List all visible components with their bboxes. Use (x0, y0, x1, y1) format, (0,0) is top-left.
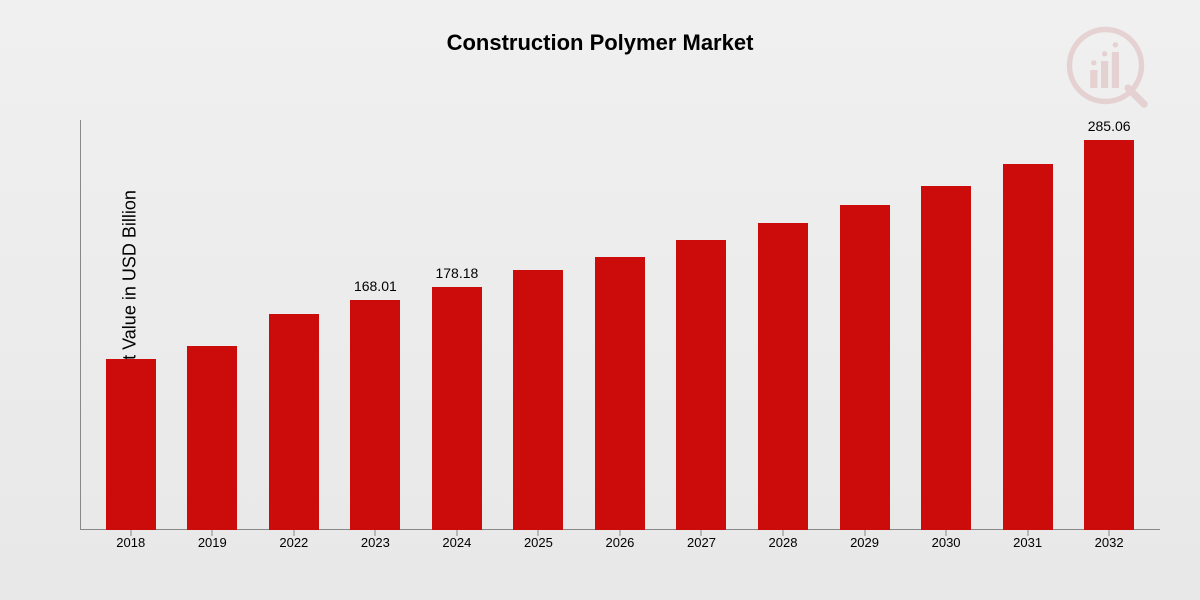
bar-slot (987, 120, 1069, 530)
x-axis-tick-label: 2024 (416, 535, 498, 550)
x-axis-tick-label: 2027 (661, 535, 743, 550)
x-axis-tick-label: 2030 (905, 535, 987, 550)
x-axis-tick-label: 2025 (498, 535, 580, 550)
bar (106, 359, 156, 530)
bar-slot (498, 120, 580, 530)
bar (840, 205, 890, 530)
bar (187, 346, 237, 531)
bar-slot (90, 120, 172, 530)
bar (269, 314, 319, 530)
bar-value-label: 168.01 (354, 278, 397, 294)
x-axis-tick-label: 2022 (253, 535, 335, 550)
bar-slot (661, 120, 743, 530)
x-axis-tick-label: 2028 (742, 535, 824, 550)
bars-container: 168.01 178.18 285.06 (80, 120, 1160, 530)
bar: 168.01 (350, 300, 400, 530)
bar (676, 240, 726, 530)
bar-value-label: 178.18 (435, 265, 478, 281)
bar-slot: 168.01 (335, 120, 417, 530)
watermark-logo (1065, 25, 1155, 115)
bar-slot: 285.06 (1068, 120, 1150, 530)
x-axis-tick-label: 2026 (579, 535, 661, 550)
bar-slot (172, 120, 254, 530)
x-axis-tick-label: 2019 (172, 535, 254, 550)
bar-slot (905, 120, 987, 530)
bar-slot (579, 120, 661, 530)
bar-slot (742, 120, 824, 530)
bar-value-label: 285.06 (1088, 118, 1131, 134)
bar-slot: 178.18 (416, 120, 498, 530)
x-axis-tick-label: 2031 (987, 535, 1069, 550)
x-axis-tick-label: 2018 (90, 535, 172, 550)
bar-slot (253, 120, 335, 530)
x-axis-tick-label: 2029 (824, 535, 906, 550)
bar (1003, 164, 1053, 530)
x-labels-container: 2018201920222023202420252026202720282029… (80, 535, 1160, 550)
chart-title: Construction Polymer Market (0, 30, 1200, 56)
x-axis-tick-label: 2023 (335, 535, 417, 550)
x-axis-tick-label: 2032 (1068, 535, 1150, 550)
bar (921, 186, 971, 530)
bar (758, 223, 808, 531)
plot-area: 168.01 178.18 285.06 (80, 120, 1160, 530)
bar: 285.06 (1084, 140, 1134, 530)
bar (595, 257, 645, 530)
bar (513, 270, 563, 530)
bar: 178.18 (432, 287, 482, 531)
bar-slot (824, 120, 906, 530)
